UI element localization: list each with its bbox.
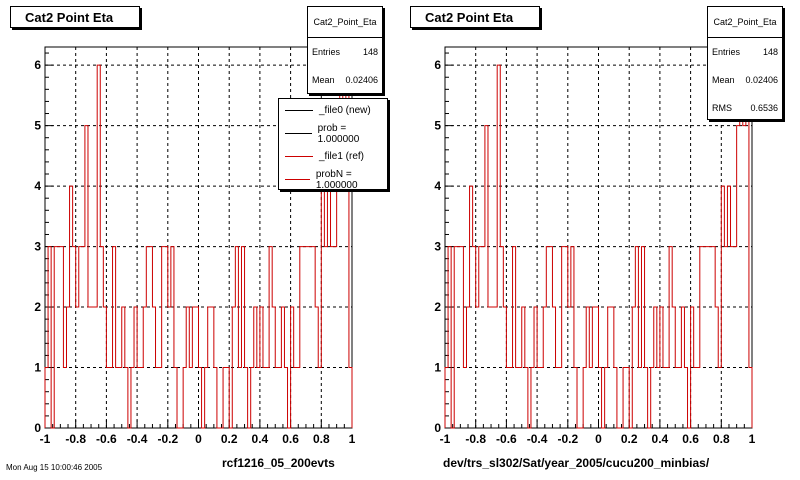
right-rms-label: RMS bbox=[712, 103, 732, 113]
right-y-tick-label: 1 bbox=[434, 361, 441, 375]
left-y-tick-label: 5 bbox=[34, 119, 41, 133]
right-y-tick-label: 5 bbox=[434, 119, 441, 133]
right-y-tick-label: 4 bbox=[434, 179, 441, 193]
left-y-tick-label: 6 bbox=[34, 58, 41, 72]
right-x-tick-label: 0 bbox=[595, 432, 602, 446]
left-x-tick-label: 0.8 bbox=[313, 432, 330, 446]
right-stats-box: Cat2_Point_Eta Entries 148 Mean 0.02406 … bbox=[707, 6, 783, 120]
left-stats-entries: Entries 148 bbox=[308, 38, 382, 66]
right-stats-mean: Mean 0.02406 bbox=[708, 66, 782, 94]
right-rms-value: 0.6536 bbox=[750, 103, 778, 113]
right-y-tick-label: 3 bbox=[434, 240, 441, 254]
left-stats-box: Cat2_Point_Eta Entries 148 Mean 0.02406 bbox=[307, 6, 383, 94]
legend-entry-2: _file1 (ref) bbox=[279, 145, 387, 168]
right-x-tick-label: -0.8 bbox=[465, 432, 486, 446]
timestamp-footer: Mon Aug 15 10:00:46 2005 bbox=[6, 463, 103, 472]
left-mean-label: Mean bbox=[312, 75, 335, 85]
left-x-tick-label: -0.6 bbox=[96, 432, 117, 446]
right-mean-value: 0.02406 bbox=[745, 75, 778, 85]
legend-swatch-1 bbox=[285, 133, 312, 134]
right-entries-label: Entries bbox=[712, 47, 741, 57]
right-x-tick-label: 0.2 bbox=[621, 432, 638, 446]
left-y-tick-label: 3 bbox=[34, 240, 41, 254]
left-y-tick-label: 2 bbox=[34, 300, 41, 314]
right-stats-entries: Entries 148 bbox=[708, 38, 782, 66]
right-stats-name: Cat2_Point_Eta bbox=[708, 7, 782, 38]
right-x-tick-label: -0.4 bbox=[527, 432, 548, 446]
right-mean-label: Mean bbox=[712, 75, 735, 85]
left-x-tick-label: -0.4 bbox=[127, 432, 148, 446]
right-stats-rms: RMS 0.6536 bbox=[708, 94, 782, 122]
legend: _file0 (new) prob = 1.000000 _file1 (ref… bbox=[278, 98, 388, 190]
left-x-tick-label: 0.2 bbox=[221, 432, 238, 446]
left-stats-name: Cat2_Point_Eta bbox=[308, 7, 382, 38]
left-mean-value: 0.02406 bbox=[345, 75, 378, 85]
legend-swatch-2 bbox=[285, 156, 313, 157]
legend-entry-0: _file0 (new) bbox=[279, 99, 387, 122]
legend-label-1: prob = 1.000000 bbox=[317, 122, 360, 145]
right-x-tick-label: -1 bbox=[440, 432, 451, 446]
left-x-tick-label: 1 bbox=[349, 432, 356, 446]
left-x-title: rcf1216_05_200evts bbox=[222, 456, 335, 470]
right-y-tick-label: 0 bbox=[434, 421, 441, 435]
left-entries-label: Entries bbox=[312, 47, 341, 57]
legend-label-0: _file0 (new) bbox=[319, 105, 371, 116]
left-x-tick-label: 0 bbox=[195, 432, 202, 446]
right-title: Cat2 Point Eta bbox=[425, 10, 514, 25]
right-plot-frame bbox=[444, 46, 753, 429]
left-x-tick-label: 0.4 bbox=[252, 432, 269, 446]
right-title-box: Cat2 Point Eta bbox=[410, 6, 540, 28]
right-y-tick-label: 6 bbox=[434, 58, 441, 72]
legend-swatch-0 bbox=[285, 110, 313, 111]
right-x-tick-label: 0.6 bbox=[682, 432, 699, 446]
left-x-tick-label: 0.6 bbox=[282, 432, 299, 446]
right-entries-value: 148 bbox=[762, 47, 778, 57]
right-x-tick-label: 1 bbox=[749, 432, 756, 446]
left-x-tick-label: -1 bbox=[40, 432, 51, 446]
right-x-title: dev/trs_sl302/Sat/year_2005/cucu200_minb… bbox=[443, 456, 710, 470]
left-stats-mean: Mean 0.02406 bbox=[308, 66, 382, 94]
legend-label-2: _file1 (ref) bbox=[319, 151, 365, 162]
legend-swatch-3 bbox=[285, 179, 310, 180]
right-x-tick-label: 0.4 bbox=[652, 432, 669, 446]
right-x-tick-label: -0.6 bbox=[496, 432, 517, 446]
right-x-tick-label: -0.2 bbox=[557, 432, 578, 446]
legend-entry-1: prob = 1.000000 bbox=[279, 122, 387, 145]
left-histogram-series-0 bbox=[44, 64, 353, 429]
right-histogram-series-0 bbox=[444, 64, 753, 429]
legend-entry-3: probN = 1.000000 bbox=[279, 168, 387, 190]
legend-label-3: probN = 1.000000 bbox=[315, 168, 358, 190]
right-y-tick-label: 2 bbox=[434, 300, 441, 314]
left-y-tick-label: 1 bbox=[34, 361, 41, 375]
left-title-box: Cat2 Point Eta bbox=[10, 6, 140, 28]
left-y-tick-label: 0 bbox=[34, 421, 41, 435]
right-x-tick-label: 0.8 bbox=[713, 432, 730, 446]
left-x-tick-label: -0.8 bbox=[65, 432, 86, 446]
left-entries-value: 148 bbox=[362, 47, 378, 57]
left-title: Cat2 Point Eta bbox=[25, 10, 114, 25]
left-y-tick-label: 4 bbox=[34, 179, 41, 193]
left-x-tick-label: -0.2 bbox=[157, 432, 178, 446]
